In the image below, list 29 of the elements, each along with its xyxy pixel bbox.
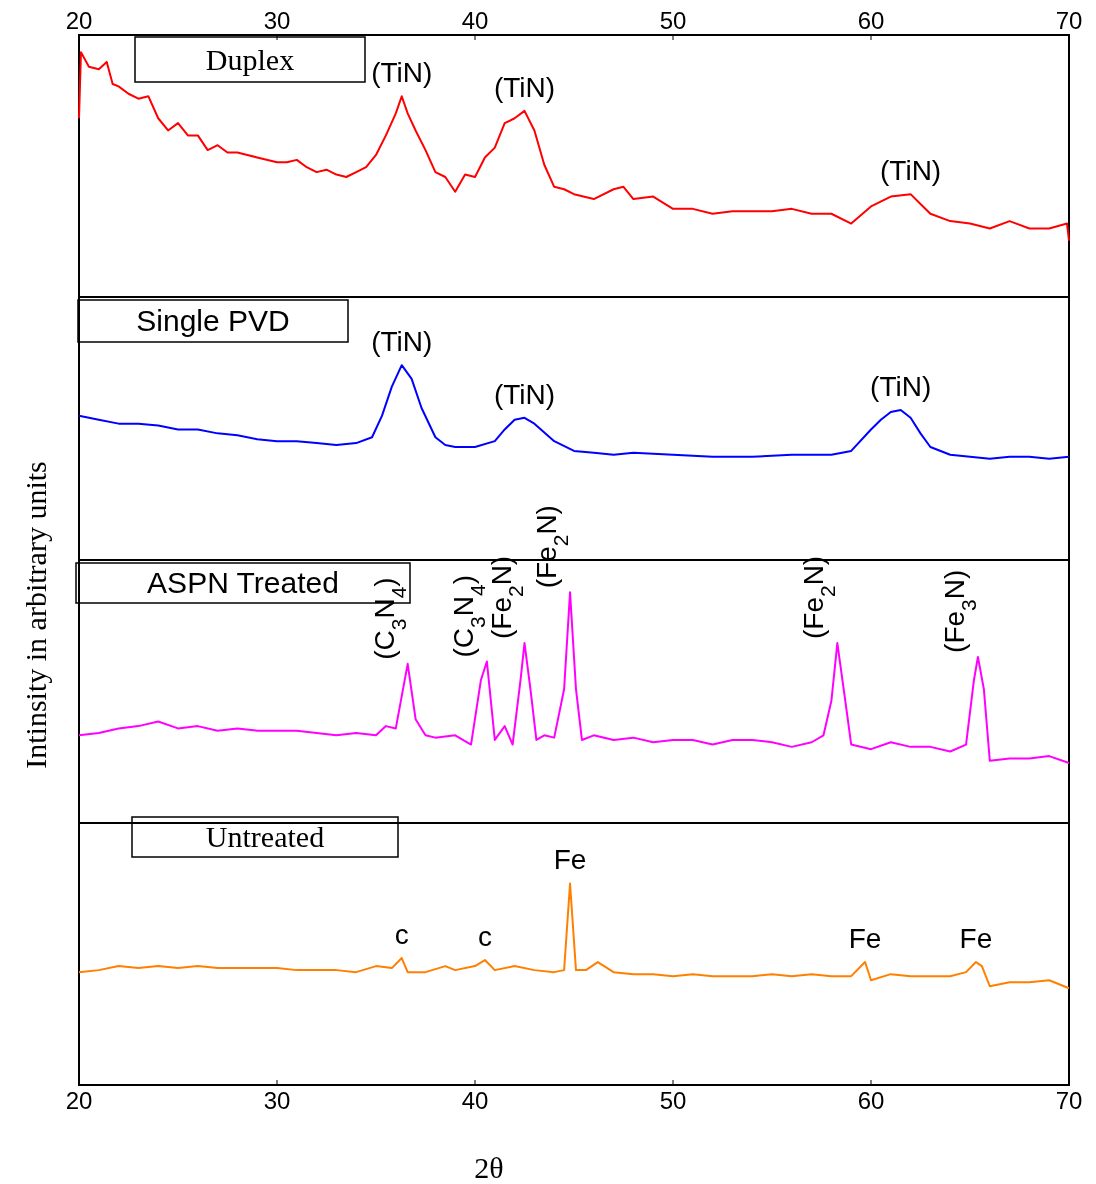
x-tick-label: 30 xyxy=(263,1087,291,1114)
annotation: (TiN) xyxy=(371,326,433,358)
x-tick-label: 20 xyxy=(65,1087,93,1114)
chart-title: ASPN Treated xyxy=(147,566,339,599)
x2-tick-label: 70 xyxy=(1055,7,1083,34)
x-tick-label: 40 xyxy=(461,1087,489,1114)
y-axis-title: Intinsity in arbitrary units xyxy=(19,461,52,769)
x2-tick-label: 30 xyxy=(263,7,291,34)
x-tick-label: 50 xyxy=(659,1087,687,1114)
chart-title: Single PVD xyxy=(136,304,290,337)
x2-tick-label: 20 xyxy=(65,7,93,34)
x-tick-label: 60 xyxy=(857,1087,885,1114)
annotation: Fe xyxy=(848,923,882,955)
x-axis-title: 2θ xyxy=(474,1151,504,1184)
annotation: Fe xyxy=(959,923,993,955)
annotation: c xyxy=(477,921,492,953)
x-tick-label: 70 xyxy=(1055,1087,1083,1114)
x2-tick-label: 60 xyxy=(857,7,885,34)
annotation: (TiN) xyxy=(371,57,433,89)
chart-title: Untreated xyxy=(205,820,325,853)
x2-tick-label: 50 xyxy=(659,7,687,34)
annotation: (TiN) xyxy=(493,71,556,103)
chart-title: Duplex xyxy=(205,42,295,76)
annotation: c xyxy=(394,919,409,951)
annotation: (TiN) xyxy=(493,378,556,410)
annotation: Fe xyxy=(553,844,587,876)
annotation: (TiN) xyxy=(880,155,942,187)
annotation: (TiN) xyxy=(870,370,932,402)
x2-tick-label: 40 xyxy=(461,7,489,34)
